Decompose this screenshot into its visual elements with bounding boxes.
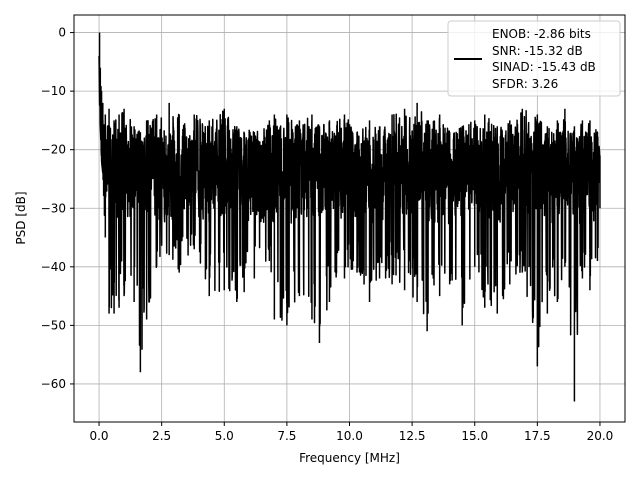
- x-tick-label: 10.0: [336, 429, 363, 443]
- x-tick-label: 17.5: [524, 429, 551, 443]
- y-tick-label: −50: [41, 318, 66, 332]
- y-tick-label: −40: [41, 260, 66, 274]
- x-axis-label: Frequency [MHz]: [299, 451, 400, 465]
- x-tick-label: 5.0: [215, 429, 234, 443]
- x-tick-label: 15.0: [461, 429, 488, 443]
- y-axis-ticks: 0 −10 −20 −30 −40 −50 −60: [41, 26, 74, 391]
- legend-snr: SNR: -15.32 dB: [492, 44, 583, 58]
- legend-box: [447, 20, 621, 97]
- legend: ENOB: -2.86 bits SNR: -15.32 dB SINAD: -…: [447, 20, 621, 97]
- x-tick-label: 7.5: [277, 429, 296, 443]
- x-axis-ticks: 0.0 2.5 5.0 7.5 10.0 12.5 15.0 17.5 20.0: [89, 422, 613, 443]
- y-tick-label: −60: [41, 377, 66, 391]
- x-tick-label: 20.0: [587, 429, 614, 443]
- x-tick-label: 2.5: [152, 429, 171, 443]
- y-tick-label: −20: [41, 143, 66, 157]
- psd-series-line: [98, 32, 601, 402]
- y-tick-label: −10: [41, 84, 66, 98]
- y-tick-label: −30: [41, 201, 66, 215]
- legend-sfdr: SFDR: 3.26: [492, 77, 558, 91]
- y-tick-label: 0: [58, 26, 66, 40]
- legend-enob: ENOB: -2.86 bits: [492, 27, 591, 41]
- y-axis-label: PSD [dB]: [14, 191, 28, 244]
- plot-area: [98, 32, 601, 402]
- x-tick-label: 12.5: [399, 429, 426, 443]
- x-tick-label: 0.0: [89, 429, 108, 443]
- legend-sinad: SINAD: -15.43 dB: [492, 60, 596, 74]
